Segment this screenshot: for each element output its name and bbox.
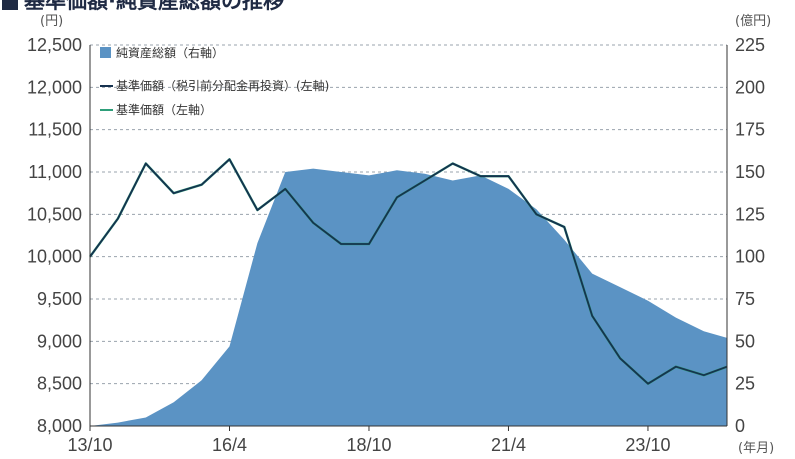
y-left-tick-label: 12,000 [27,77,82,97]
x-tick-label: 21/4 [491,435,526,455]
net-assets-area [90,168,727,426]
x-axis-unit: (年月) [738,441,774,456]
y-left-tick-label: 8,500 [37,374,82,394]
tick-labels: 8,000 0 8,500 25 9,000 50 9,500 75 10,000 100 10,5… [27,35,765,455]
y-right-tick-label: 150 [735,162,765,182]
y-right-tick-label: 50 [735,331,755,351]
title-square-icon [2,0,18,10]
x-tick-label: 13/10 [67,435,112,455]
y-right-tick-label: 100 [735,247,765,267]
y-left-tick-label: 8,000 [37,416,82,436]
legend-label-area: 純資産総額（右軸） [116,45,224,60]
axes [89,45,728,431]
y-left-tick-label: 10,500 [27,204,82,224]
legend-label-nav: 基準価額（左軸） [116,102,212,117]
y-right-tick-label: 25 [735,374,755,394]
chart-title: 基準価額·純資産総額の推移 [24,0,284,13]
legend: 純資産総額（右軸） 基準価額（税引前分配金再投資）(左軸) 基準価額（左軸） [100,45,329,117]
y-right-tick-label: 200 [735,77,765,97]
legend-area-swatch [100,47,111,58]
right-axis-unit: (億円) [735,13,771,29]
y-right-tick-label: 225 [735,35,765,55]
y-right-tick-label: 125 [735,204,765,224]
y-right-tick-label: 175 [735,120,765,140]
y-left-tick-label: 9,500 [37,289,82,309]
line-layer [89,158,728,385]
y-right-tick-label: 0 [735,416,745,436]
x-tick-label: 23/10 [625,435,670,455]
left-axis-unit: (円) [40,14,63,29]
x-tick-label: 18/10 [346,435,391,455]
area-layer [90,168,727,426]
nav-reinvested-line [89,158,728,385]
y-left-tick-label: 9,000 [37,331,82,351]
legend-label-reinvested: 基準価額（税引前分配金再投資）(左軸) [116,78,329,93]
y-left-tick-label: 11,000 [28,162,82,182]
y-right-tick-label: 75 [735,289,755,309]
y-left-tick-label: 10,000 [27,247,82,267]
y-left-tick-label: 11,500 [28,120,82,140]
x-tick-label: 16/4 [212,435,247,455]
y-left-tick-label: 12,500 [27,35,82,55]
